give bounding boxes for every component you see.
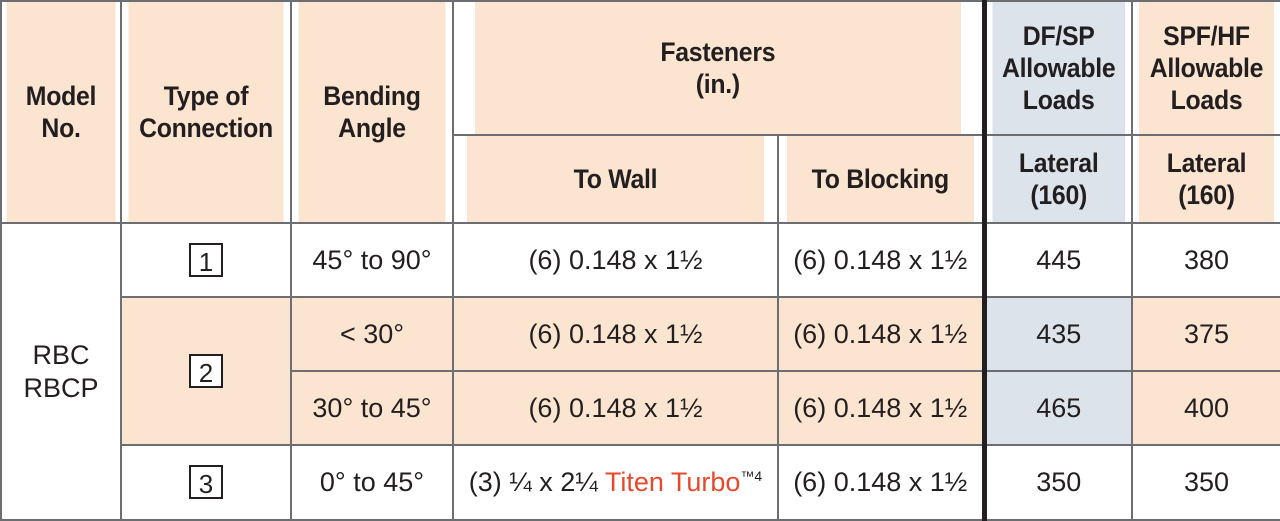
connection-cell: 1 (120, 222, 292, 298)
table-row: 3 0° to 45° (3) ¼ x 2¼ Titen Turbo™4 (6)… (1, 444, 1280, 521)
to-wall-cell: (6) 0.148 x 1½ (452, 296, 779, 372)
table-row: 30° to 45° (6) 0.148 x 1½ (6) 0.148 x 1½… (1, 370, 1280, 446)
connection-type-box: 2 (189, 353, 223, 388)
to-blocking-cell: (6) 0.148 x 1½ (777, 222, 985, 298)
connection-cell: 2 (120, 296, 292, 446)
header-lateral-spf: Lateral (160) (1137, 134, 1276, 224)
connection-type-box: 3 (189, 465, 223, 499)
header-to-wall: To Wall (465, 134, 766, 224)
bending-angle-cell: < 30° (290, 296, 454, 372)
header-bending-angle: Bending Angle (296, 0, 448, 224)
to-wall-cell: (6) 0.148 x 1½ (452, 370, 779, 446)
to-wall-text: (3) ¼ x 2¼ (468, 467, 605, 497)
footnote-marker: 4 (754, 468, 763, 484)
header-lateral-df: Lateral (160) (987, 134, 1127, 224)
to-blocking-cell: (6) 0.148 x 1½ (777, 296, 985, 372)
connection-type-box: 1 (189, 242, 223, 277)
to-blocking-cell: (6) 0.148 x 1½ (777, 444, 985, 521)
header-to-blocking: To Blocking (785, 134, 977, 224)
spf-load-cell: 375 (1131, 296, 1280, 372)
bending-angle-cell: 30° to 45° (290, 370, 454, 446)
header-model-no: Model No. (4, 0, 118, 224)
spf-load-cell: 350 (1131, 444, 1280, 521)
spf-load-cell: 400 (1131, 370, 1280, 446)
header-df-sp-allowable-loads: DF/SP Allowable Loads (987, 0, 1127, 136)
header-spf-hf-allowable-loads: SPF/HF Allowable Loads (1137, 0, 1276, 136)
bending-angle-cell: 0° to 45° (290, 444, 454, 521)
trademark-symbol: ™ (740, 468, 755, 484)
to-blocking-cell: (6) 0.148 x 1½ (777, 370, 985, 446)
df-load-cell: 435 (981, 296, 1133, 372)
bending-angle-cell: 45° to 90° (290, 222, 454, 298)
connection-cell: 3 (120, 444, 292, 521)
titen-turbo-brand: Titen Turbo (604, 467, 741, 497)
table-row: 2 < 30° (6) 0.148 x 1½ (6) 0.148 x 1½ 43… (1, 296, 1280, 446)
df-load-cell: 445 (981, 222, 1133, 298)
to-wall-cell: (6) 0.148 x 1½ (452, 222, 779, 298)
table-row: RBC RBCP 1 45° to 90° (6) 0.148 x 1½ (6)… (0, 222, 1280, 521)
spf-load-cell: 380 (1131, 222, 1280, 298)
header-type-of-connection: Type of Connection (126, 0, 286, 224)
df-load-cell: 350 (981, 444, 1133, 521)
header-fasteners: Fasteners (in.) (473, 0, 964, 136)
df-load-cell: 465 (981, 370, 1133, 446)
to-wall-cell: (3) ¼ x 2¼ Titen Turbo™4 (452, 444, 779, 521)
model-cell: RBC RBCP (0, 222, 122, 521)
